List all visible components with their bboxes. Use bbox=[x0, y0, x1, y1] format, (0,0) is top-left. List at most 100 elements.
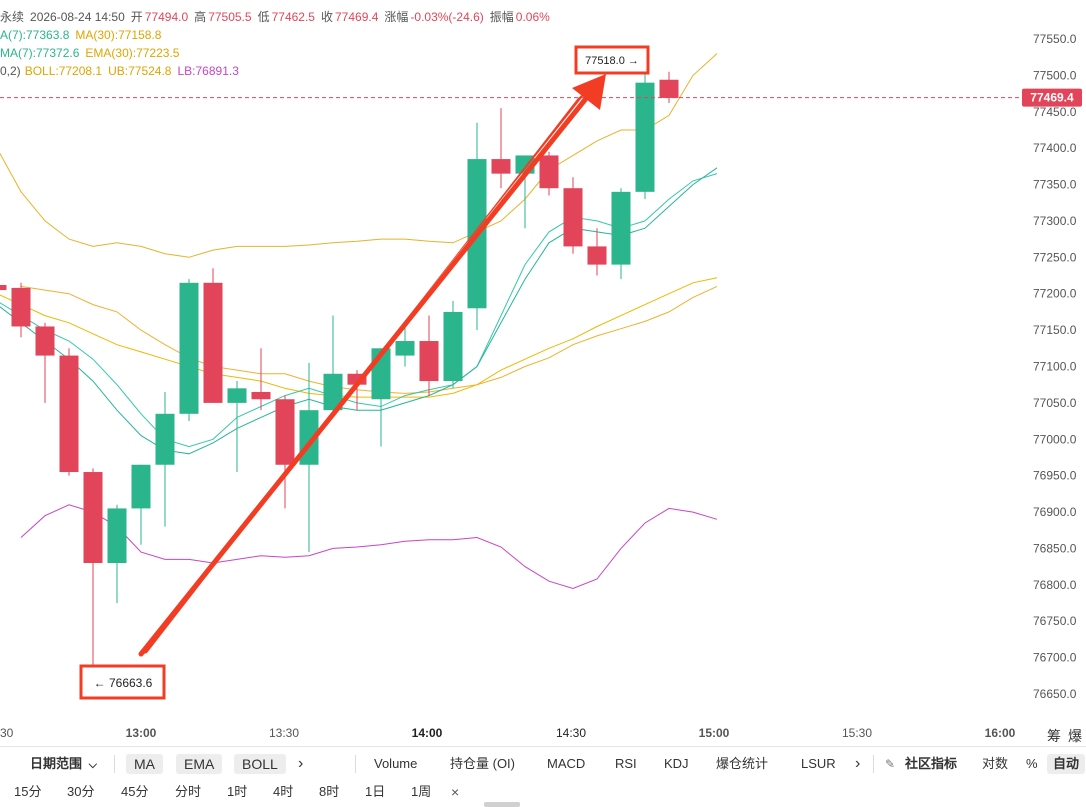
close-icon[interactable]: × bbox=[451, 784, 460, 800]
ohlc-info: 永续 2026-08-24 14:50 开 77494.0 高 77505.5 低 77462… bbox=[0, 10, 556, 24]
volume-tab[interactable]: Volume bbox=[374, 756, 418, 771]
y-tick-label: 77400.0 bbox=[1033, 141, 1077, 155]
boll-params: 0,2) bbox=[0, 64, 21, 78]
boll-info: 0,2) BOLL:77208.1 UB:77524.8 LB:76891.3 bbox=[0, 64, 245, 78]
amplitude-label: 振幅 bbox=[489, 10, 514, 24]
candle-body bbox=[107, 508, 127, 563]
candle-body bbox=[323, 373, 343, 411]
y-tick-label: 76750.0 bbox=[1033, 614, 1077, 628]
timeframe-1d[interactable]: 1日 bbox=[365, 784, 386, 799]
boll-value: BOLL:77208.1 bbox=[24, 64, 103, 78]
chips-panel-label[interactable]: 筹 bbox=[1047, 728, 1061, 744]
x-tick-label: 15:00 bbox=[699, 726, 730, 740]
x-tick-label: 13:30 bbox=[269, 726, 299, 740]
low-value: 77462.5 bbox=[271, 10, 315, 24]
candle-body bbox=[251, 391, 271, 400]
candle-body bbox=[419, 341, 439, 382]
ma-chip[interactable]: MA bbox=[126, 754, 163, 774]
lsur-tab[interactable]: LSUR bbox=[801, 756, 836, 771]
y-tick-label: 77350.0 bbox=[1033, 178, 1077, 192]
high-value: 77505.5 bbox=[208, 10, 252, 24]
ma30-value: MA(30):77158.8 bbox=[75, 28, 162, 42]
macd-tab[interactable]: MACD bbox=[547, 756, 586, 771]
auto-scale-toggle[interactable]: 自动 bbox=[1047, 754, 1086, 774]
kdj-tab[interactable]: KDJ bbox=[664, 756, 689, 771]
candle-body bbox=[155, 413, 175, 465]
open-interest-tab[interactable]: 持仓量 (OI) bbox=[450, 756, 515, 771]
timeframe-timeshare[interactable]: 分时 bbox=[175, 784, 202, 799]
ma-info: A(7):77363.8 MA(30):77158.8 bbox=[0, 28, 167, 42]
boll-lower-line bbox=[20, 504, 718, 590]
date-range-label: 日期范围 bbox=[30, 756, 83, 771]
x-tick-label: 16:00 bbox=[985, 726, 1016, 740]
y-tick-label: 77250.0 bbox=[1033, 250, 1077, 264]
candle-body bbox=[0, 284, 7, 291]
divider bbox=[114, 755, 115, 773]
y-tick-label: 76850.0 bbox=[1033, 541, 1077, 555]
y-tick-label: 77000.0 bbox=[1033, 432, 1077, 446]
y-tick-label: 77300.0 bbox=[1033, 214, 1077, 228]
arrow-head-icon bbox=[572, 74, 606, 110]
y-tick-label: 76950.0 bbox=[1033, 469, 1077, 483]
current-price-label: 77469.4 bbox=[1030, 91, 1074, 105]
chevron-right-icon[interactable]: › bbox=[298, 755, 304, 772]
liquidation-panel-label[interactable]: 爆 bbox=[1068, 728, 1082, 744]
candle-body bbox=[131, 464, 151, 509]
date-range-button[interactable]: 日期范围 ⌵ bbox=[30, 754, 97, 774]
divider bbox=[873, 755, 874, 773]
min-price-label: ← 76663.6 bbox=[94, 676, 153, 690]
divider bbox=[355, 755, 356, 773]
ema-info: MA(7):77372.6 EMA(30):77223.5 bbox=[0, 46, 185, 60]
y-tick-label: 77450.0 bbox=[1033, 105, 1077, 119]
candle-body bbox=[83, 472, 103, 563]
timeframe-1w[interactable]: 1周 bbox=[411, 784, 432, 799]
timeframe-30m[interactable]: 30分 bbox=[67, 784, 95, 799]
timeframe-bar: 15分 30分 45分 分时 1时 4时 8时 1日 1周 × bbox=[0, 778, 1086, 807]
ema-chip[interactable]: EMA bbox=[176, 754, 223, 774]
candle-body bbox=[443, 311, 463, 382]
rsi-tab[interactable]: RSI bbox=[615, 756, 637, 771]
min-label-box bbox=[79, 664, 166, 700]
ma7-line bbox=[0, 173, 718, 448]
candle-body bbox=[347, 373, 367, 385]
community-indicators-button[interactable]: 社区指标 bbox=[905, 756, 958, 771]
ma30-line bbox=[0, 53, 718, 258]
y-tick-label: 77200.0 bbox=[1033, 287, 1077, 301]
open-value: 77494.0 bbox=[144, 10, 189, 24]
boll-chip[interactable]: BOLL bbox=[234, 754, 286, 774]
candle-body bbox=[491, 159, 511, 174]
log-scale-toggle[interactable]: 对数 bbox=[982, 756, 1009, 771]
max-price-label: 77518.0 → bbox=[585, 55, 639, 67]
timeframe-45m[interactable]: 45分 bbox=[121, 784, 149, 799]
kline-chart[interactable]: 77469.4 77518.0 → ← 76663.6 77550.0 77500.0… bbox=[0, 0, 1086, 745]
timeframe-8h[interactable]: 8时 bbox=[319, 784, 340, 799]
timeframe-15m[interactable]: 15分 bbox=[14, 784, 42, 799]
timeframe-1h[interactable]: 1时 bbox=[227, 784, 248, 799]
arrow-line bbox=[138, 93, 591, 657]
low-label: 低 bbox=[257, 10, 270, 24]
high-label: 高 bbox=[194, 10, 207, 24]
y-tick-label: 76650.0 bbox=[1033, 687, 1077, 701]
chevron-right-icon[interactable]: › bbox=[855, 755, 861, 772]
candle-body bbox=[539, 155, 559, 189]
percent-scale-toggle[interactable]: % bbox=[1026, 756, 1038, 771]
edit-icon[interactable]: ✎ bbox=[885, 757, 896, 771]
candle-body bbox=[227, 388, 247, 403]
candle-body bbox=[563, 188, 583, 247]
candle-body bbox=[59, 355, 79, 473]
x-tick-label: 14:00 bbox=[412, 726, 443, 740]
boll-mid-line bbox=[20, 285, 718, 394]
x-tick-label: 14:30 bbox=[556, 726, 586, 740]
timeframe-4h[interactable]: 4时 bbox=[273, 784, 294, 799]
y-tick-label: 77150.0 bbox=[1033, 323, 1077, 337]
boll-lb-value: LB:76891.3 bbox=[177, 64, 239, 78]
scroll-handle[interactable] bbox=[484, 802, 520, 807]
candle-body bbox=[395, 341, 415, 356]
liquidation-stats-tab[interactable]: 爆仓统计 bbox=[716, 756, 769, 771]
candle-body bbox=[659, 79, 679, 98]
boll-ub-value: UB:77524.8 bbox=[108, 64, 172, 78]
ema7-line bbox=[0, 167, 718, 455]
symbol-label: 永续 bbox=[0, 10, 25, 24]
y-tick-label: 76900.0 bbox=[1033, 505, 1077, 519]
candle-body bbox=[611, 191, 631, 265]
